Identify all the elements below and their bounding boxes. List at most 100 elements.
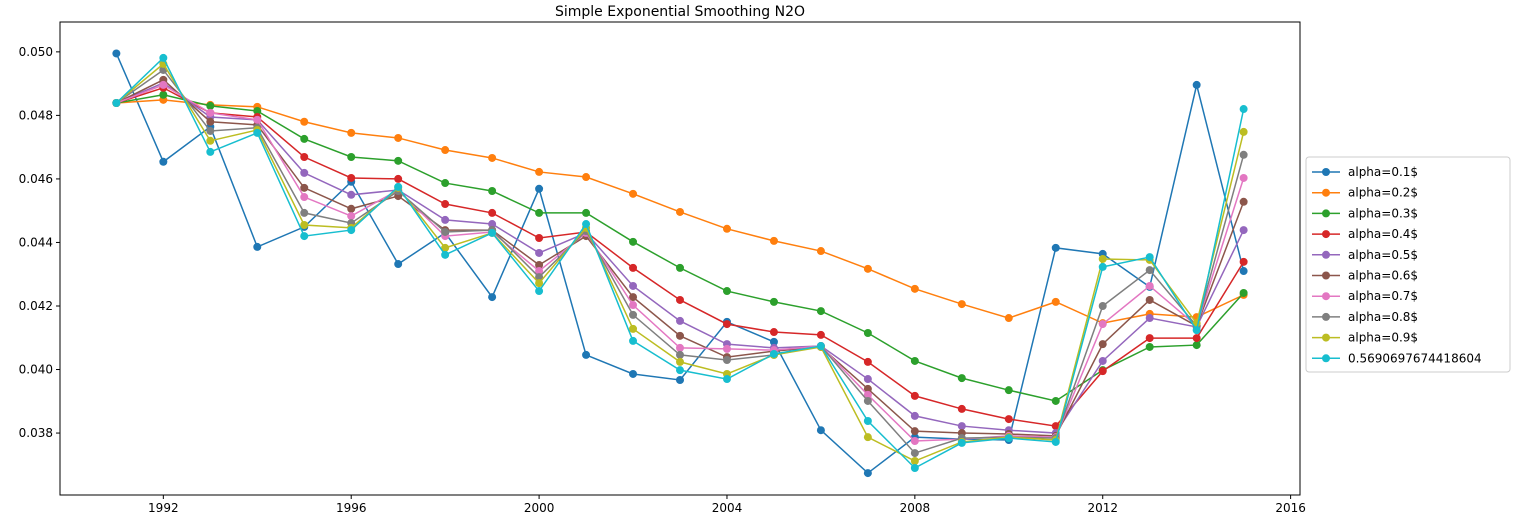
x-tick-label: 2004	[712, 501, 743, 515]
data-point	[863, 396, 872, 405]
data-point	[1098, 340, 1107, 349]
y-tick-label: 0.050	[19, 45, 53, 59]
data-point	[863, 384, 872, 393]
legend-label: alpha=0.6$	[1348, 269, 1418, 283]
legend-marker	[1322, 312, 1330, 321]
data-point	[863, 416, 872, 425]
x-tick-label: 2016	[1275, 501, 1306, 515]
y-tick-label: 0.048	[19, 108, 53, 122]
data-point	[300, 117, 309, 126]
x-tick-label: 1992	[148, 501, 179, 515]
legend-label: alpha=0.9$	[1348, 331, 1418, 345]
data-point	[206, 108, 215, 117]
data-point	[863, 328, 872, 337]
data-point	[394, 133, 403, 142]
x-tick-label: 2012	[1087, 501, 1118, 515]
data-point	[1239, 267, 1248, 276]
data-point	[1051, 396, 1060, 405]
data-point	[394, 260, 403, 269]
legend-label: 0.5690697674418604	[1348, 351, 1482, 365]
data-point	[535, 208, 544, 217]
data-point	[347, 212, 356, 221]
data-point	[582, 208, 591, 217]
legend-label: alpha=0.4$	[1348, 227, 1418, 241]
data-point	[910, 463, 919, 472]
data-point	[253, 115, 262, 124]
data-point	[769, 297, 778, 306]
data-point	[816, 426, 825, 435]
data-point	[1145, 334, 1154, 343]
data-point	[1004, 415, 1013, 424]
series-line	[116, 86, 1245, 427]
data-point	[1192, 341, 1201, 350]
y-tick-label: 0.044	[19, 235, 53, 249]
legend-box	[1305, 156, 1511, 373]
data-point	[722, 320, 731, 329]
data-point	[910, 391, 919, 400]
legend-label: alpha=0.1$	[1348, 165, 1418, 179]
data-point	[629, 301, 638, 310]
data-point	[535, 287, 544, 296]
x-tick-label: 1996	[336, 501, 367, 515]
data-point	[910, 427, 919, 436]
legend-label: alpha=0.7$	[1348, 289, 1418, 303]
data-point	[1004, 314, 1013, 323]
data-point	[1145, 266, 1154, 275]
data-point	[1145, 253, 1154, 262]
data-point	[535, 273, 544, 282]
data-point	[957, 438, 966, 447]
data-point	[159, 80, 168, 89]
data-point	[676, 263, 684, 272]
data-point	[910, 436, 919, 445]
data-point	[863, 264, 872, 273]
data-point	[1145, 295, 1154, 304]
data-point	[1192, 326, 1201, 335]
data-point	[676, 366, 684, 375]
series-line	[115, 62, 1245, 462]
data-point	[582, 173, 591, 182]
legend-marker	[1322, 230, 1330, 239]
data-point	[347, 190, 356, 199]
data-point	[441, 227, 450, 236]
data-point	[300, 183, 309, 192]
data-point	[1051, 437, 1060, 446]
data-point	[347, 128, 356, 137]
data-point	[206, 101, 215, 110]
data-point	[676, 376, 684, 385]
data-point	[488, 208, 497, 217]
data-point	[582, 350, 591, 359]
data-point	[347, 204, 356, 213]
legend-marker	[1322, 188, 1330, 197]
data-point	[1239, 288, 1248, 297]
data-point	[910, 457, 919, 466]
data-point	[676, 350, 684, 359]
data-point	[1098, 301, 1107, 310]
data-point	[1098, 356, 1107, 365]
data-point	[910, 356, 919, 365]
data-point	[300, 193, 309, 202]
data-point	[769, 349, 778, 358]
data-point	[1192, 334, 1201, 343]
legend-marker	[1322, 333, 1330, 342]
x-tick-label: 2000	[524, 501, 555, 515]
data-point	[441, 250, 450, 259]
data-point	[863, 390, 872, 399]
data-point	[863, 433, 872, 442]
data-point	[910, 284, 919, 293]
data-point	[347, 153, 356, 162]
data-point	[629, 237, 638, 246]
data-point	[910, 411, 919, 420]
data-point	[488, 228, 497, 237]
data-point	[1098, 262, 1107, 271]
data-point	[112, 99, 121, 108]
data-point	[722, 224, 731, 233]
data-point	[957, 374, 966, 383]
data-point	[629, 310, 638, 319]
data-point	[253, 106, 262, 115]
series-line	[115, 56, 1245, 469]
data-point	[722, 344, 731, 353]
data-point	[629, 189, 638, 198]
data-point	[1239, 226, 1248, 235]
data-point	[629, 281, 638, 290]
